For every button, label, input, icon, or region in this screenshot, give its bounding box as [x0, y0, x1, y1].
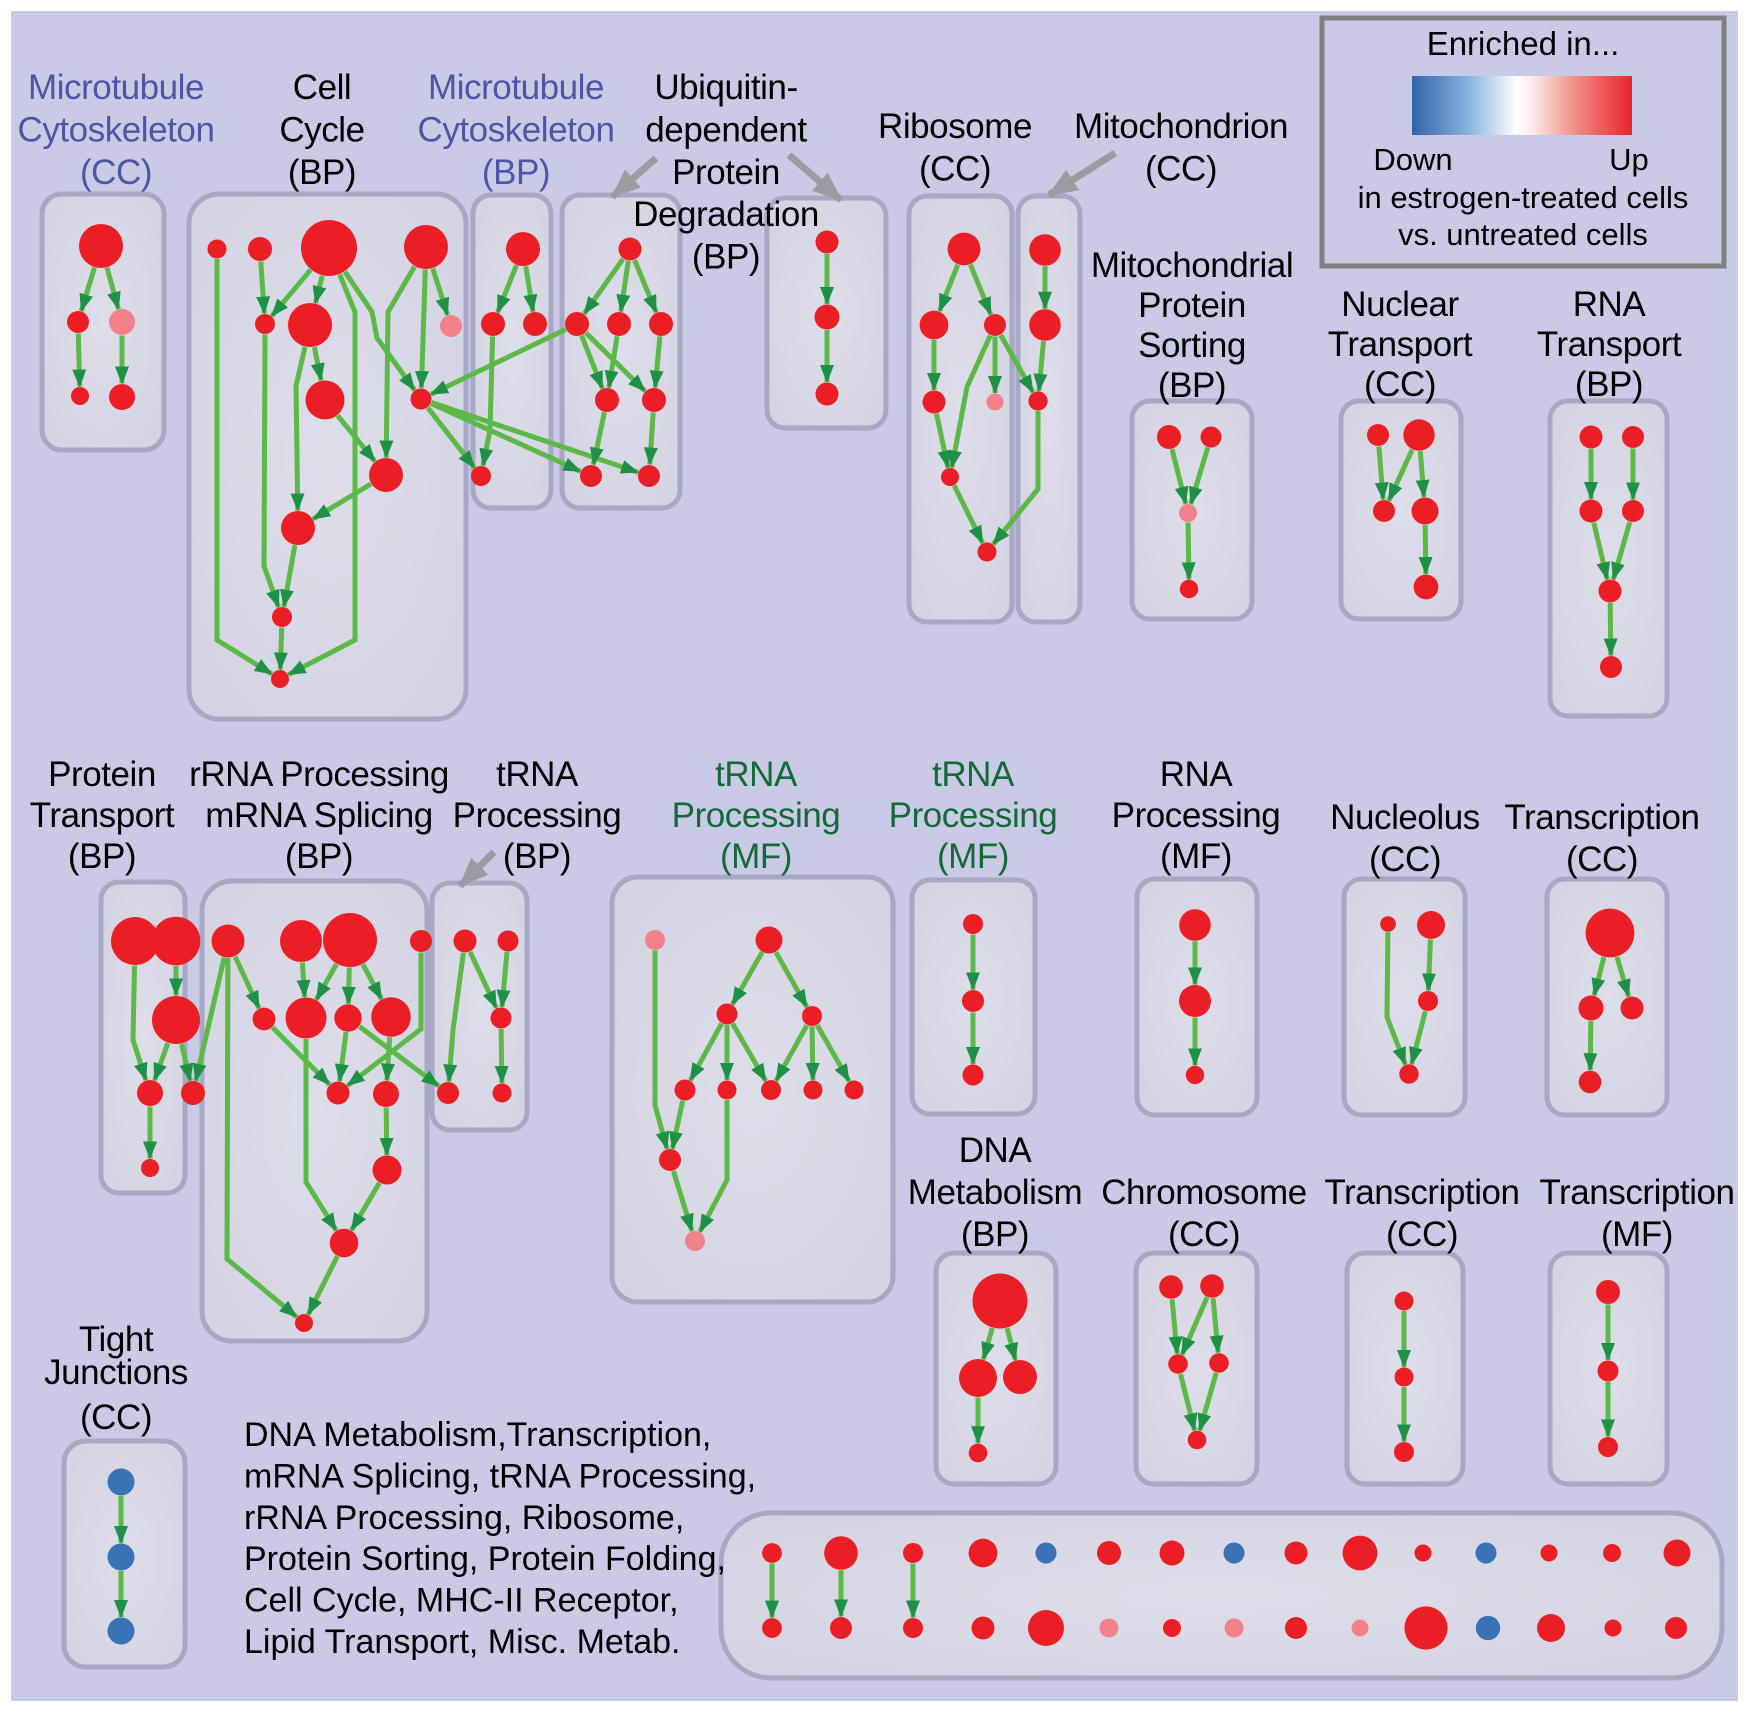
- svg-text:Transcription: Transcription: [1324, 1173, 1519, 1212]
- svg-text:(MF): (MF): [720, 837, 792, 876]
- svg-text:Processing: Processing: [889, 796, 1058, 835]
- svg-text:Mitochondrion: Mitochondrion: [1074, 107, 1288, 146]
- svg-text:Up: Up: [1609, 142, 1649, 177]
- svg-text:Nucleolus: Nucleolus: [1330, 798, 1480, 837]
- svg-text:tRNA: tRNA: [932, 755, 1015, 794]
- svg-text:Chromosome: Chromosome: [1101, 1173, 1307, 1212]
- svg-text:Cytoskeleton: Cytoskeleton: [18, 111, 215, 150]
- svg-text:(CC): (CC): [1145, 150, 1217, 189]
- svg-text:RNA: RNA: [1160, 755, 1234, 794]
- svg-text:(CC): (CC): [1168, 1215, 1240, 1254]
- svg-text:(CC): (CC): [1364, 365, 1436, 404]
- svg-text:Cell Cycle, MHC-II Receptor,: Cell Cycle, MHC-II Receptor,: [244, 1582, 679, 1620]
- svg-text:Nuclear: Nuclear: [1341, 285, 1459, 324]
- svg-text:Protein: Protein: [48, 755, 156, 794]
- svg-text:Processing: Processing: [1112, 796, 1281, 835]
- svg-text:Cycle: Cycle: [279, 111, 364, 150]
- svg-text:(CC): (CC): [1566, 840, 1638, 879]
- svg-text:(CC): (CC): [1369, 840, 1441, 879]
- svg-text:(MF): (MF): [1601, 1215, 1673, 1254]
- svg-text:Processing: Processing: [672, 796, 841, 835]
- svg-text:Cell: Cell: [293, 68, 352, 107]
- svg-text:Transcription: Transcription: [1539, 1173, 1734, 1212]
- svg-text:Sorting: Sorting: [1138, 326, 1246, 365]
- svg-text:Down: Down: [1373, 142, 1452, 177]
- svg-text:Cytoskeleton: Cytoskeleton: [418, 111, 615, 150]
- svg-text:mRNA Splicing: mRNA Splicing: [205, 796, 433, 835]
- svg-text:Protein Sorting, Protein Foldi: Protein Sorting, Protein Folding,: [244, 1540, 726, 1578]
- svg-text:Tight: Tight: [79, 1320, 154, 1359]
- svg-text:Enriched in...: Enriched in...: [1427, 25, 1620, 62]
- svg-text:Degradation: Degradation: [633, 195, 819, 234]
- svg-text:(CC): (CC): [1386, 1215, 1458, 1254]
- svg-text:in estrogen-treated cells: in estrogen-treated cells: [1358, 180, 1689, 215]
- svg-text:(BP): (BP): [288, 153, 356, 192]
- svg-text:(BP): (BP): [692, 238, 760, 277]
- svg-text:DNA: DNA: [959, 1131, 1033, 1170]
- svg-text:Transcription: Transcription: [1504, 798, 1699, 837]
- svg-text:vs. untreated cells: vs. untreated cells: [1398, 217, 1648, 252]
- svg-text:RNA: RNA: [1573, 285, 1647, 324]
- svg-text:rRNA Processing: rRNA Processing: [189, 755, 449, 794]
- svg-text:Transport: Transport: [1537, 325, 1682, 364]
- svg-text:(BP): (BP): [961, 1215, 1029, 1254]
- svg-text:DNA Metabolism,Transcription,: DNA Metabolism,Transcription,: [244, 1416, 711, 1454]
- svg-text:(CC): (CC): [80, 1398, 152, 1437]
- svg-text:Lipid Transport, Misc. Metab.: Lipid Transport, Misc. Metab.: [244, 1623, 681, 1661]
- svg-text:Ribosome: Ribosome: [878, 107, 1032, 146]
- svg-text:tRNA: tRNA: [715, 755, 798, 794]
- svg-text:dependent: dependent: [645, 110, 807, 149]
- svg-text:(BP): (BP): [503, 837, 571, 876]
- svg-text:(BP): (BP): [285, 837, 353, 876]
- svg-text:Transport: Transport: [1328, 325, 1473, 364]
- svg-text:Junctions: Junctions: [44, 1353, 188, 1392]
- svg-text:(MF): (MF): [937, 837, 1009, 876]
- svg-text:(BP): (BP): [1575, 365, 1643, 404]
- svg-text:Protein: Protein: [672, 153, 780, 192]
- svg-text:(CC): (CC): [919, 150, 991, 189]
- svg-text:(CC): (CC): [80, 153, 152, 192]
- svg-text:Protein: Protein: [1138, 286, 1246, 325]
- svg-text:tRNA: tRNA: [496, 755, 579, 794]
- svg-text:(MF): (MF): [1160, 837, 1232, 876]
- svg-text:Transport: Transport: [30, 796, 175, 835]
- svg-text:Microtubule: Microtubule: [28, 68, 204, 107]
- svg-text:(BP): (BP): [68, 837, 136, 876]
- svg-text:Processing: Processing: [453, 796, 622, 835]
- svg-text:Mitochondrial: Mitochondrial: [1091, 246, 1293, 285]
- svg-text:rRNA Processing, Ribosome,: rRNA Processing, Ribosome,: [244, 1499, 684, 1537]
- svg-text:mRNA Splicing, tRNA Processing: mRNA Splicing, tRNA Processing,: [244, 1457, 756, 1495]
- svg-text:(BP): (BP): [482, 153, 550, 192]
- svg-text:Microtubule: Microtubule: [428, 68, 604, 107]
- svg-text:(BP): (BP): [1158, 366, 1226, 405]
- svg-text:Ubiquitin-: Ubiquitin-: [654, 68, 797, 107]
- svg-text:Metabolism: Metabolism: [908, 1173, 1082, 1212]
